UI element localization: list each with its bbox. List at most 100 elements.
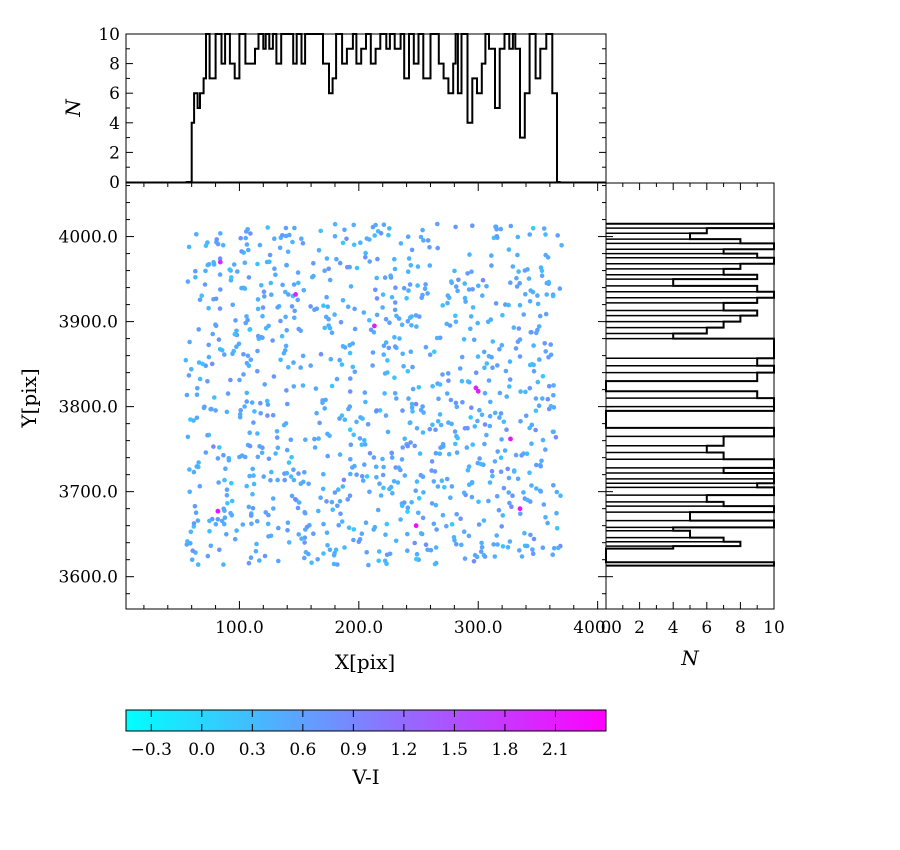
scatter-point [193, 268, 198, 274]
scatter-point [550, 293, 556, 299]
scatter-point [268, 280, 274, 286]
scatter-point [382, 371, 388, 376]
scatter-point [321, 471, 326, 477]
scatter-point [367, 451, 373, 456]
scatter-point [266, 456, 272, 462]
y-tick-label: 3900.0 [59, 313, 118, 333]
scatter-point [416, 385, 422, 390]
scatter-point [261, 474, 267, 479]
x-tick-label: 0 [601, 618, 612, 638]
scatter-point [225, 501, 230, 506]
scatter-point [389, 455, 395, 460]
scatter-point [199, 293, 204, 299]
scatter-point [490, 339, 496, 344]
scatter-point [440, 512, 446, 518]
scatter-point [242, 260, 248, 266]
scatter-point [479, 544, 485, 550]
scatter-point [212, 395, 217, 400]
top-hist-bar [431, 34, 439, 182]
scatter-point [317, 420, 322, 426]
scatter-point [461, 490, 467, 496]
scatter-point [363, 250, 368, 256]
scatter-point [498, 469, 504, 475]
colorbar-tick-label: 1.5 [441, 740, 468, 760]
scatter-point [493, 301, 499, 306]
top-hist-bar [356, 64, 361, 182]
scatter-point [414, 324, 419, 329]
scatter-point [237, 411, 243, 417]
top-hist-bar [477, 93, 482, 182]
scatter-point [276, 558, 281, 564]
scatter-point [288, 474, 294, 479]
scatter-point [499, 437, 504, 442]
scatter-point [434, 335, 440, 341]
scatter-point [377, 481, 382, 487]
scatter-point [453, 313, 458, 319]
scatter-point [338, 511, 343, 517]
scatter-point [495, 363, 500, 368]
x-tick-label: 2 [634, 618, 645, 638]
scatter-point [357, 436, 363, 441]
y-tick-label: 3700.0 [59, 483, 118, 503]
scatter-point [404, 296, 409, 301]
scatter-point [392, 335, 397, 340]
scatter-point [277, 245, 283, 251]
scatter-point [444, 476, 450, 482]
scatter-point [350, 465, 355, 470]
scatter-point [224, 493, 230, 498]
scatter-point [339, 413, 345, 418]
top-hist-bar [255, 49, 259, 182]
scatter-point [481, 349, 487, 355]
scatter-point [285, 249, 291, 255]
scatter-point [218, 231, 223, 236]
scatter-point [306, 481, 311, 487]
scatter-point [207, 528, 212, 534]
scatter-point [413, 488, 419, 494]
scatter-point [334, 376, 340, 382]
scatter-point [527, 299, 533, 304]
scatter-point [326, 266, 332, 272]
scatter-point [436, 396, 441, 402]
scatter-point [383, 340, 389, 345]
x-tick-label: 4 [668, 618, 679, 638]
scatter-point [300, 353, 306, 359]
scatter-point [354, 419, 359, 425]
scatter-point [437, 412, 443, 417]
scatter-point [540, 437, 546, 443]
scatter-point [370, 363, 375, 368]
scatter-point [362, 462, 367, 467]
scatter-point [246, 275, 252, 280]
scatter-point [345, 264, 350, 270]
scatter-point [495, 449, 501, 454]
scatter-point [414, 426, 420, 431]
scatter-point [269, 292, 274, 298]
scatter-point [308, 363, 314, 368]
scatter-point [498, 455, 504, 461]
y-tick-label: 4 [109, 114, 120, 134]
scatter-point [257, 558, 262, 563]
scatter-point [523, 413, 529, 419]
scatter-yticks: 3600.0 3700.0 3800.0 3900.0 4000.0 [59, 185, 606, 595]
scatter-point [200, 361, 205, 367]
scatter-point [550, 429, 556, 435]
scatter-point [239, 249, 244, 254]
scatter-point [291, 384, 297, 389]
scatter-point [225, 391, 231, 396]
scatter-point [406, 256, 412, 261]
scatter-point [264, 398, 270, 404]
scatter-point [466, 287, 472, 292]
scatter-point [228, 377, 233, 383]
scatter-point [402, 436, 408, 442]
scatter-point [230, 302, 235, 308]
scatter-point [400, 445, 406, 450]
scatter-point [435, 245, 441, 251]
scatter-point [303, 437, 308, 443]
scatter-point [464, 445, 470, 450]
top-hist-bar [395, 49, 401, 182]
scatter-point [387, 226, 392, 231]
scatter-point [245, 353, 251, 359]
scatter-point [399, 322, 405, 328]
scatter-point [194, 232, 199, 237]
top-hist-bar [458, 93, 462, 182]
scatter-point [351, 242, 357, 248]
